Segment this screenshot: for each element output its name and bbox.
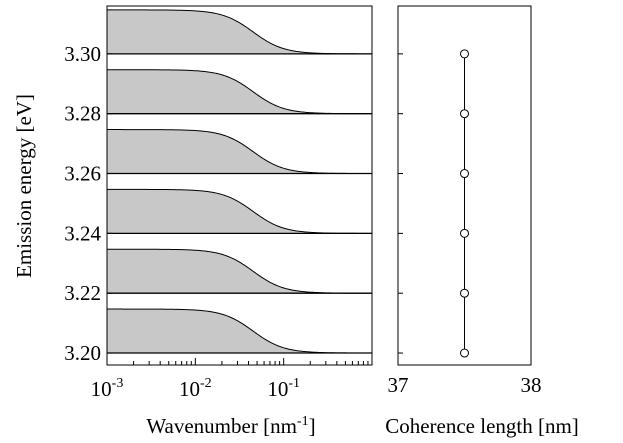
left-y-axis-label: Emission energy [eV] bbox=[12, 94, 36, 278]
left-y-tick-label: 3.20 bbox=[64, 341, 101, 365]
left-plot-frame bbox=[106, 5, 373, 366]
left-y-tick-label: 3.28 bbox=[64, 102, 101, 126]
left-y-tick-label: 3.26 bbox=[64, 162, 101, 186]
left-y-tick-label: 3.30 bbox=[64, 42, 101, 66]
coherence-point-1 bbox=[460, 348, 469, 358]
coherence-series bbox=[460, 49, 469, 358]
right-x-tick-label: 37 bbox=[388, 373, 409, 397]
left-y-tick-label: 3.22 bbox=[64, 281, 101, 305]
left-y-ticks: 3.20 3.22 3.24 3.26 3.28 3.30 bbox=[64, 42, 112, 365]
left-x-axis-label: Wavenumber [nm-1] bbox=[146, 414, 315, 438]
right-panel: 37 38 Coherence length [nm] bbox=[385, 5, 579, 438]
spectrum-area-1 bbox=[107, 309, 372, 354]
coherence-point-6 bbox=[460, 49, 469, 59]
spectrum-area-2 bbox=[107, 249, 372, 294]
left-panel: 10-3 10-2 10-1 3.20 3.22 3.24 3.26 3.28 3.30 Wa… bbox=[12, 5, 373, 438]
right-x-tick-label: 38 bbox=[521, 373, 542, 397]
spectrum-area-6 bbox=[107, 9, 372, 54]
spectrum-area-3 bbox=[107, 189, 372, 234]
coherence-point-5 bbox=[460, 109, 469, 119]
coherence-point-2 bbox=[460, 288, 469, 298]
left-x-tick-label: 10-1 bbox=[267, 376, 300, 401]
spectrum-area-4 bbox=[107, 129, 372, 174]
spectrum-area-5 bbox=[107, 69, 372, 114]
right-y-ticks bbox=[398, 53, 403, 354]
left-x-tick-label: 10-2 bbox=[179, 376, 212, 401]
coherence-point-4 bbox=[460, 169, 469, 179]
right-plot-frame bbox=[397, 5, 532, 366]
coherence-point-3 bbox=[460, 228, 469, 238]
right-x-axis-label: Coherence length [nm] bbox=[385, 414, 579, 438]
right-x-ticks: 37 38 bbox=[388, 373, 542, 397]
left-x-ticks: 10-3 10-2 10-1 bbox=[91, 358, 369, 401]
left-x-tick-label: 10-3 bbox=[91, 376, 124, 401]
spectra-areas bbox=[107, 9, 372, 354]
left-y-tick-label: 3.24 bbox=[64, 221, 101, 245]
